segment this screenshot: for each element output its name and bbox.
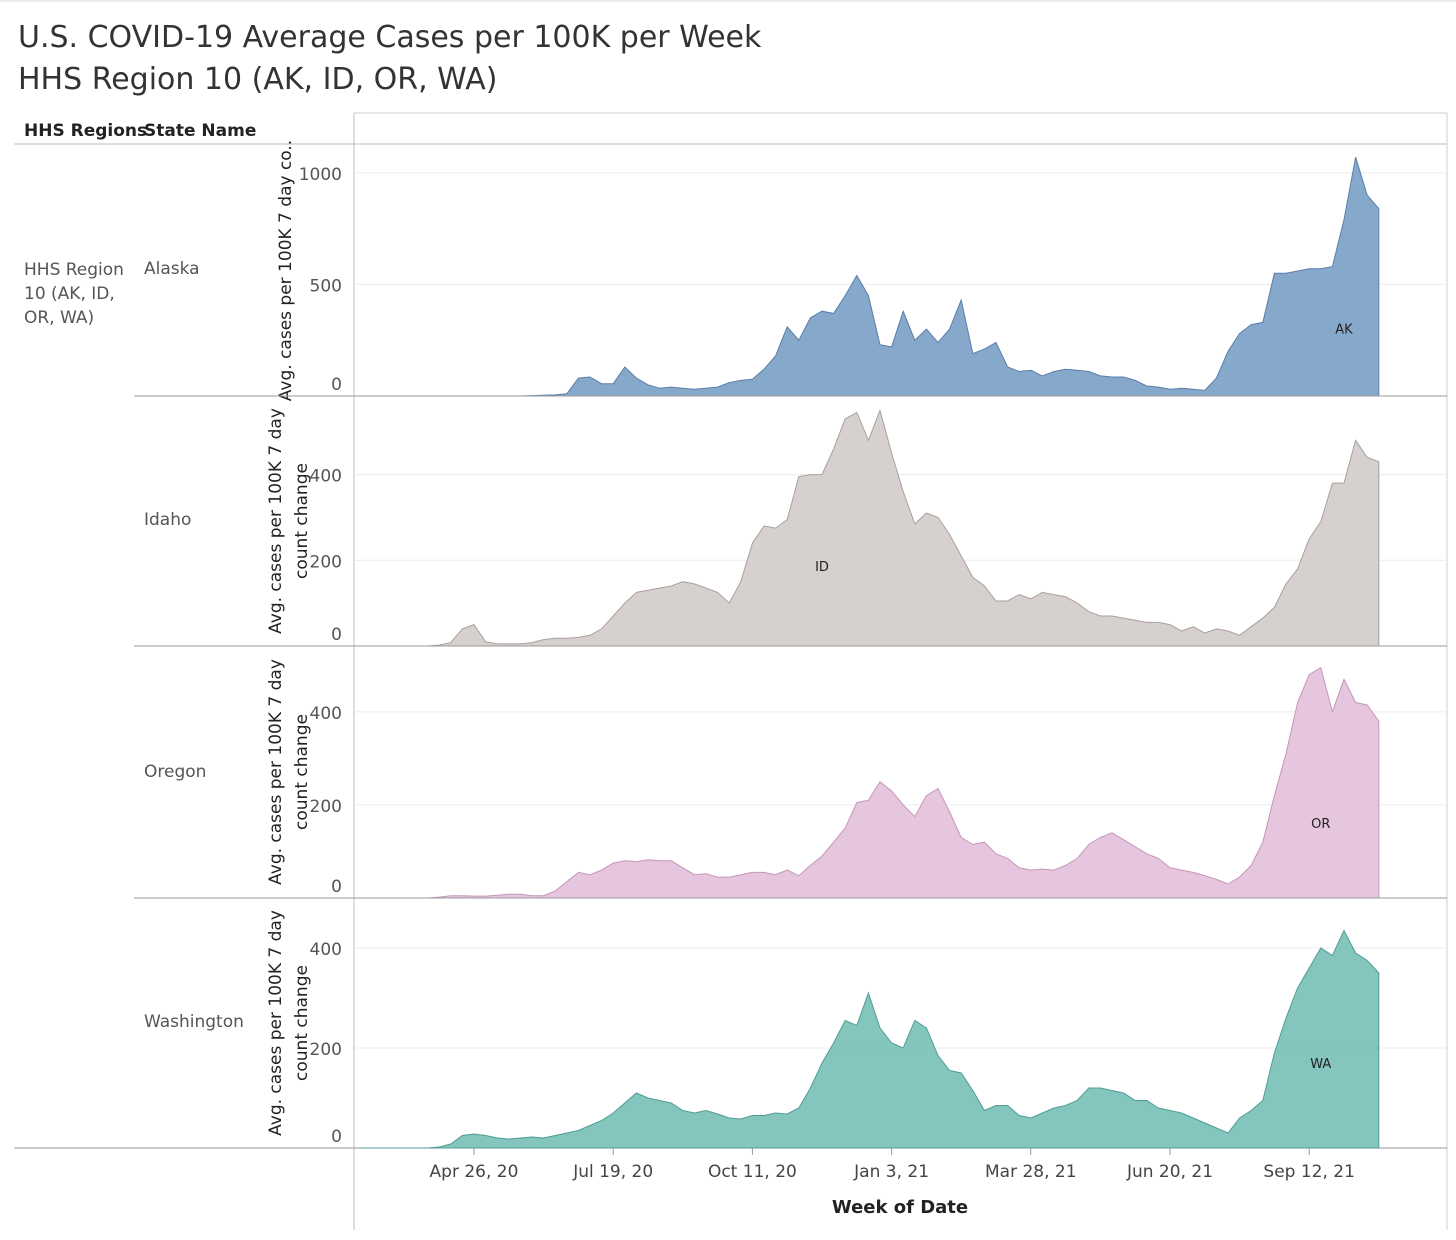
- y-tick-label: 400: [310, 940, 342, 960]
- chart-title: U.S. COVID-19 Average Cases per 100K per…: [18, 20, 762, 55]
- state-label-oregon: Oregon: [144, 762, 207, 782]
- x-axis-title: Week of Date: [832, 1197, 968, 1218]
- state-label-alaska: Alaska: [144, 259, 200, 279]
- state-label-idaho: Idaho: [144, 510, 192, 530]
- y-tick-label: 1000: [299, 165, 342, 185]
- area-series-or: [358, 666, 1380, 899]
- series-mark-label: WA: [1310, 1057, 1331, 1072]
- y-tick-label: 200: [310, 797, 342, 817]
- y-axis-title: Avg. cases per 100K 7 day count change: [266, 910, 312, 1136]
- x-tick-label: Sep 12, 21: [1263, 1162, 1355, 1182]
- chart-subtitle: HHS Region 10 (AK, ID, OR, WA): [18, 62, 498, 97]
- panel-id: 0 200 400 ID Avg. cases per 100K 7 day count …: [134, 395, 1447, 647]
- y-tick-label: 500: [310, 276, 342, 296]
- series-mark-label: AK: [1335, 323, 1353, 338]
- panel-wa: 0 200 400 WA Avg. cases per 100K 7 day count …: [134, 897, 1447, 1149]
- x-tick-label: Oct 11, 20: [708, 1162, 797, 1182]
- column-header-hhs-regions: HHS Regions: [24, 121, 148, 141]
- state-label-washington: Washington: [144, 1012, 244, 1032]
- y-tick-label: 200: [310, 1040, 342, 1060]
- y-tick-label: 0: [331, 877, 342, 897]
- y-tick-label: 400: [310, 704, 342, 724]
- y-tick-label: 0: [331, 625, 342, 645]
- area-series-wa: [358, 929, 1380, 1149]
- x-axis: Apr 26, 20 Jul 19, 20 Oct 11, 20 Jan 3, 21 M…: [430, 1148, 1355, 1218]
- panel-or: 0 200 400 OR Avg. cases per 100K 7 day count …: [134, 645, 1447, 899]
- y-axis-title: Avg. cases per 100K 7 day co..: [276, 140, 296, 401]
- y-tick-label: 0: [331, 375, 342, 395]
- column-header-state-name: State Name: [144, 121, 257, 141]
- series-mark-label: OR: [1311, 817, 1330, 832]
- series-mark-label: ID: [815, 560, 829, 575]
- x-tick-label: Jul 19, 20: [572, 1162, 653, 1182]
- x-tick-label: Apr 26, 20: [430, 1162, 519, 1182]
- x-tick-label: Mar 28, 21: [985, 1162, 1077, 1182]
- y-tick-label: 0: [331, 1127, 342, 1147]
- panel-ak: 0 500 1000 AK Avg. cases per 100K 7 day co..: [276, 140, 1447, 401]
- area-series-id: [358, 408, 1380, 647]
- y-tick-label: 200: [310, 552, 342, 572]
- y-axis-title: Avg. cases per 100K 7 day count change: [266, 408, 312, 634]
- x-tick-label: Jan 3, 21: [853, 1162, 929, 1182]
- x-tick-label: Jun 20, 21: [1126, 1162, 1213, 1182]
- region-label: HHS Region 10 (AK, ID, OR, WA): [24, 260, 124, 328]
- y-tick-label: 400: [310, 467, 342, 487]
- y-axis-title: Avg. cases per 100K 7 day count change: [266, 659, 312, 885]
- chart-panels: 0 500 1000 AK Avg. cases per 100K 7 day co..…: [134, 140, 1447, 1149]
- area-series-ak: [358, 157, 1380, 397]
